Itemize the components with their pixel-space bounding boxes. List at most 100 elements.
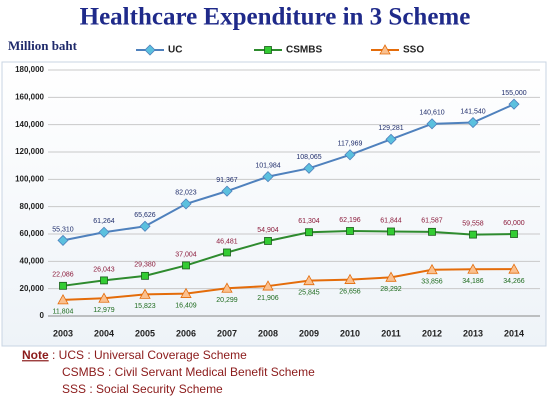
data-label: 108,065 — [296, 154, 321, 161]
marker — [467, 116, 479, 129]
data-label: 61,844 — [380, 217, 402, 224]
note-label: Note — [22, 348, 49, 362]
marker — [426, 263, 438, 275]
data-label: 12,979 — [93, 307, 115, 314]
data-label: 26,656 — [339, 288, 361, 295]
plot-background — [1, 61, 547, 347]
x-tick-label: 2007 — [217, 328, 237, 338]
marker — [346, 227, 354, 235]
data-label: 34,186 — [462, 278, 484, 285]
data-label: 141,540 — [460, 108, 485, 115]
note-line: : UCS : Universal Coverage Scheme — [52, 348, 247, 362]
data-label: 62,196 — [339, 217, 361, 224]
y-tick-label: 160,000 — [15, 92, 44, 101]
marker — [344, 273, 356, 284]
x-tick-label: 2012 — [422, 328, 442, 338]
marker — [510, 230, 518, 238]
marker — [264, 237, 272, 245]
data-label: 34,266 — [503, 278, 525, 285]
marker — [385, 271, 397, 282]
marker — [262, 171, 274, 183]
x-tick-label: 2006 — [176, 328, 196, 338]
data-label: 15,823 — [134, 303, 156, 310]
y-tick-label: 0 — [40, 311, 45, 320]
y-tick-label: 120,000 — [15, 147, 44, 156]
marker — [426, 118, 438, 130]
data-label: 91,367 — [216, 177, 238, 184]
x-tick-label: 2005 — [135, 328, 155, 338]
note-line: CSMBS : Civil Servant Medical Benefit Sc… — [62, 365, 315, 379]
data-label: 28,292 — [380, 286, 402, 293]
data-label: 140,610 — [419, 110, 444, 117]
marker — [428, 227, 436, 236]
x-tick-label: 2009 — [299, 328, 319, 338]
series-line — [62, 268, 515, 301]
marker — [305, 228, 313, 237]
marker — [182, 261, 190, 270]
note-line: SSS : Social Security Scheme — [62, 382, 223, 396]
marker — [303, 274, 315, 286]
marker — [467, 263, 479, 274]
data-label: 29,380 — [134, 262, 156, 269]
legend-label: UC — [168, 45, 182, 56]
legend-label: SSO — [403, 45, 424, 56]
x-tick-label: 2010 — [340, 328, 360, 338]
y-tick-label: 80,000 — [20, 202, 45, 211]
x-tick-label: 2008 — [258, 328, 278, 338]
data-label: 16,409 — [175, 302, 197, 309]
data-label: 54,904 — [257, 227, 279, 234]
data-label: 55,310 — [52, 226, 74, 233]
marker — [508, 263, 520, 274]
data-label: 61,264 — [93, 218, 115, 225]
data-label: 26,043 — [93, 266, 115, 273]
marker — [98, 292, 110, 303]
chart-title: Healthcare Expenditure in 3 Scheme — [80, 4, 471, 31]
y-tick-label: 140,000 — [15, 120, 44, 129]
series-line — [62, 103, 515, 242]
marker — [303, 162, 315, 174]
legend-marker — [144, 44, 156, 56]
data-label: 37,004 — [175, 251, 197, 258]
marker — [221, 185, 233, 197]
data-label: 117,969 — [338, 141, 363, 148]
data-label: 82,023 — [175, 190, 197, 197]
y-tick-label: 100,000 — [15, 174, 44, 183]
y-tick-label: 60,000 — [20, 229, 45, 238]
marker — [387, 227, 395, 236]
data-label: 33,856 — [421, 279, 443, 286]
data-label: 60,000 — [503, 220, 525, 227]
marker — [385, 133, 397, 145]
x-tick-label: 2011 — [381, 328, 401, 338]
data-label: 21,906 — [257, 295, 279, 302]
data-label: 61,304 — [298, 218, 320, 225]
legend-marker — [379, 44, 391, 55]
data-label: 11,804 — [53, 309, 74, 316]
data-label: 101,984 — [255, 162, 280, 169]
x-tick-label: 2013 — [463, 328, 483, 338]
legend-label: CSMBS — [286, 45, 322, 56]
marker — [141, 271, 149, 280]
y-axis-label: Million baht — [8, 38, 78, 53]
data-label: 129,281 — [378, 125, 403, 132]
y-tick-label: 180,000 — [15, 65, 44, 74]
marker — [221, 282, 233, 293]
data-label: 61,587 — [421, 218, 443, 225]
marker — [139, 288, 151, 299]
data-label: 25,845 — [298, 290, 320, 297]
marker — [262, 280, 274, 291]
marker — [344, 149, 356, 161]
x-tick-label: 2004 — [94, 328, 114, 338]
marker — [59, 281, 67, 290]
y-tick-label: 40,000 — [20, 256, 45, 265]
marker — [139, 220, 151, 232]
data-label: 65,626 — [134, 212, 156, 219]
legend-marker — [264, 46, 272, 54]
marker — [180, 198, 192, 210]
marker — [100, 276, 108, 285]
marker — [180, 287, 192, 298]
marker — [469, 230, 477, 239]
data-label: 22,086 — [52, 272, 74, 279]
x-tick-label: 2014 — [504, 328, 524, 338]
y-tick-label: 20,000 — [20, 284, 45, 293]
